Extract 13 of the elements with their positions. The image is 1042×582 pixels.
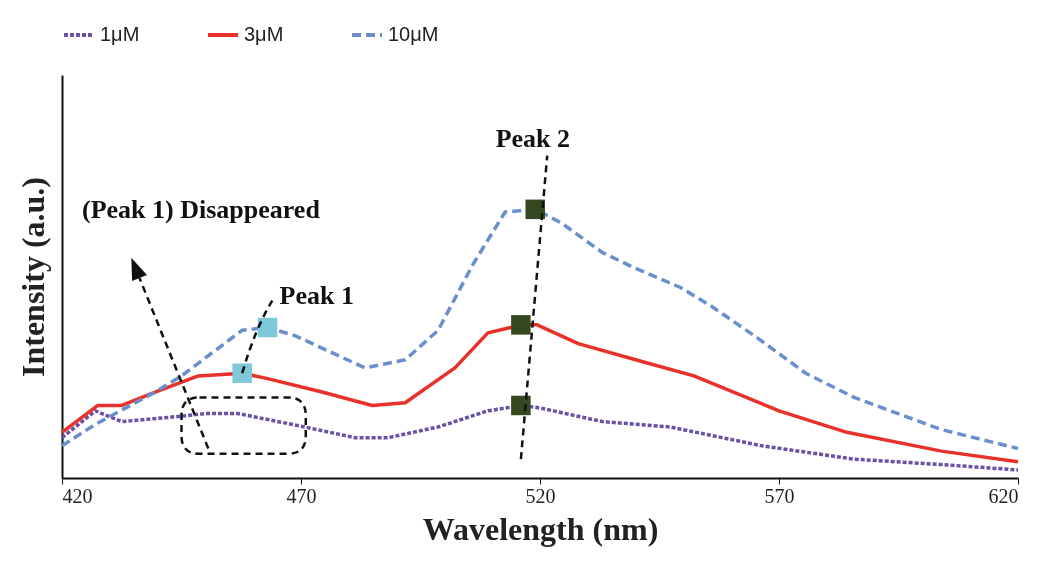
legend-label: 1μM — [100, 23, 140, 45]
annotation: Peak 2 — [495, 124, 571, 154]
annotation: (Peak 1) Disappeared — [82, 195, 321, 224]
legend-label: 10μM — [388, 23, 439, 45]
x-tick-label: 620 — [988, 484, 1019, 507]
x-axis-title: Wavelength (nm) — [422, 510, 659, 547]
x-tick-label: 470 — [286, 484, 317, 507]
x-tick-label: 420 — [62, 484, 93, 507]
legend-label: 3μM — [244, 23, 284, 45]
x-tick-label: 570 — [764, 484, 795, 507]
annotation: Peak 1 — [279, 280, 354, 310]
y-axis-title: Intensity (a.u.) — [14, 176, 51, 378]
x-tick-label: 520 — [525, 484, 556, 507]
